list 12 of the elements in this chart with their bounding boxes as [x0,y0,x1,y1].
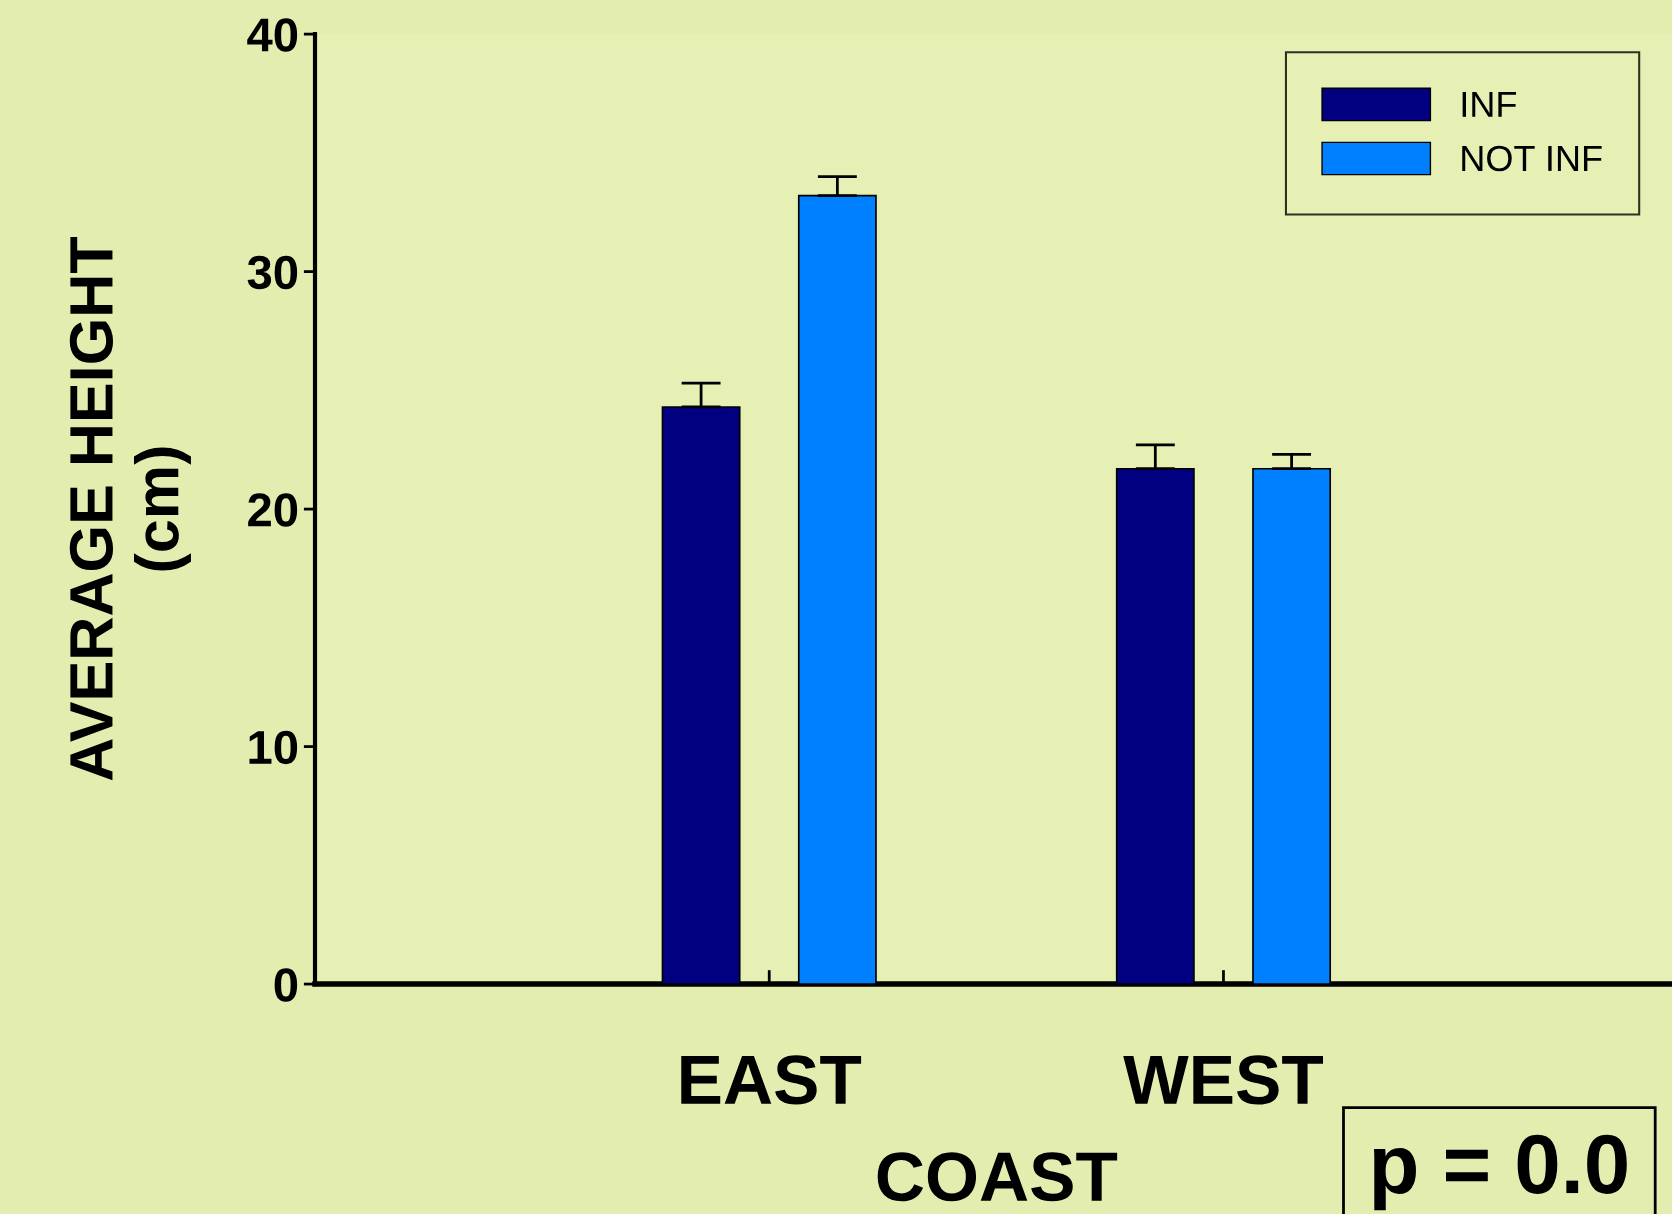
x-tick-label: WEST [1123,1055,1324,1105]
y-tick-label: 40 [247,18,298,52]
text: p = 0.0 [1373,1134,1627,1211]
legend-label: INF [1462,91,1517,117]
x-axis-title: COAST [877,1152,1118,1202]
legend-label: NOT INF [1462,145,1602,172]
x-tick-label: EAST [681,1055,862,1105]
y-tick-label: 10 [249,730,298,765]
y-tick-label: 0 [274,968,298,1002]
y-tick-label: 30 [247,255,298,290]
y-axis-title: AVERAGE HEIGHT (cm) [69,236,191,781]
y-tick-label: 20 [248,493,298,527]
